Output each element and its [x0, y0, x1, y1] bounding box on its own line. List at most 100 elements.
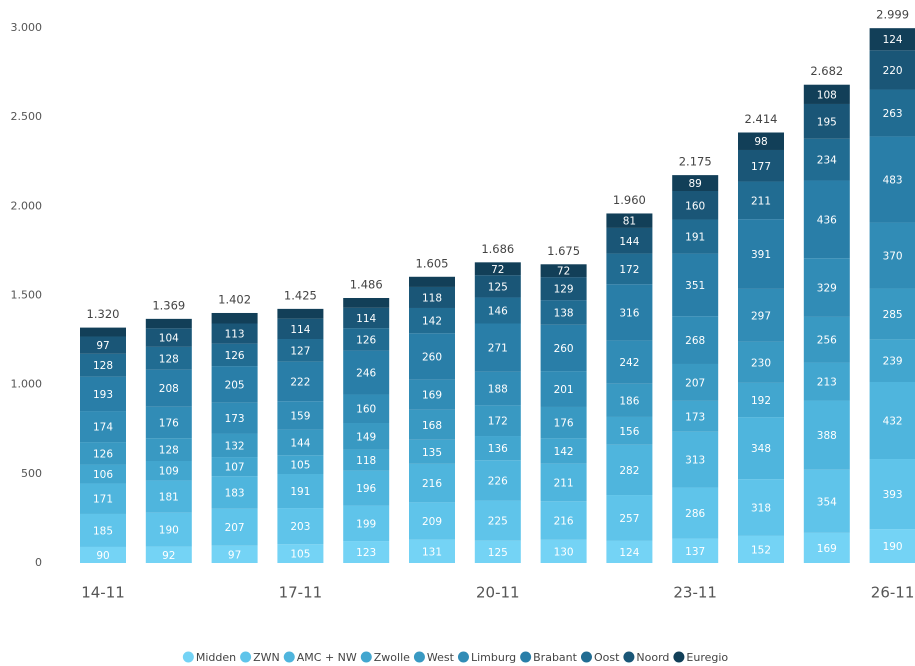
bar-segment: [606, 213, 653, 228]
bar-segment: [738, 341, 784, 383]
legend-swatch: [240, 651, 252, 663]
segment-label: 256: [817, 335, 837, 347]
bar-segment: [803, 316, 850, 363]
segment-label: 222: [290, 376, 310, 388]
bar-segment: [277, 474, 324, 509]
segment-label: 432: [883, 416, 903, 428]
bar-segment: [409, 276, 455, 287]
bar-segment: [211, 366, 258, 403]
bar-segment: [80, 546, 126, 563]
total-label: 1.425: [284, 288, 317, 302]
segment-label: 203: [290, 521, 310, 533]
segment-label: 208: [159, 383, 179, 395]
bar-segment: [409, 463, 455, 503]
segment-label: 177: [751, 161, 771, 173]
segment-label: 348: [751, 443, 771, 455]
bar-segment: [540, 539, 587, 563]
segment-label: 186: [619, 395, 639, 407]
segment-label: 137: [685, 546, 705, 558]
segment-label: 220: [883, 65, 903, 77]
bar-segment: [803, 362, 850, 401]
segment-label: 195: [817, 116, 837, 128]
bar-segment: [145, 346, 192, 370]
segment-label: 173: [685, 411, 705, 423]
bar-segment: [672, 175, 719, 191]
segment-label: 90: [96, 550, 109, 562]
legend-swatch: [283, 651, 295, 663]
total-label: 2.414: [745, 112, 778, 126]
segment-label: 113: [225, 329, 245, 341]
bar-segment: [606, 416, 653, 445]
segment-label: 176: [554, 418, 574, 430]
segment-label: 282: [619, 465, 639, 477]
bar-segment: [145, 546, 192, 563]
segment-label: 354: [817, 496, 837, 508]
segment-label: 125: [488, 547, 508, 559]
bar-segment: [869, 339, 915, 382]
bar-segment: [540, 277, 587, 301]
total-label: 1.686: [481, 242, 514, 256]
segment-label: 257: [619, 513, 639, 525]
bar-segment: [277, 429, 324, 456]
total-label: 1.320: [87, 307, 120, 321]
legend-label: Limburg: [471, 651, 516, 664]
segment-label: 107: [225, 462, 245, 474]
bar-segment: [540, 406, 587, 439]
bar-segment: [409, 539, 455, 563]
bar-segment: [343, 505, 390, 542]
bar-segment: [277, 508, 324, 545]
segment-label: 129: [554, 284, 574, 296]
bar-segment: [803, 469, 850, 533]
bar-segment: [211, 402, 258, 434]
segment-label: 127: [290, 345, 310, 357]
segment-label: 260: [422, 351, 442, 363]
bar-segment: [606, 227, 653, 254]
bar-segment: [145, 369, 192, 407]
segment-label: 108: [817, 89, 837, 101]
segment-label: 329: [817, 283, 837, 295]
segment-label: 169: [817, 543, 837, 555]
segment-label: 176: [159, 417, 179, 429]
segment-label: 191: [685, 232, 705, 244]
bar-segment: [80, 376, 126, 412]
bar-segment: [803, 84, 850, 104]
bar-segment: [145, 480, 192, 513]
segment-label: 136: [488, 443, 508, 455]
total-label: 2.682: [810, 64, 843, 78]
segment-label: 128: [159, 353, 179, 365]
bar-segment: [409, 439, 455, 464]
bar-segment: [409, 333, 455, 380]
bar-segment: [606, 340, 653, 384]
segment-label: 72: [557, 266, 570, 278]
bar-segment: [474, 460, 521, 501]
segment-label: 118: [422, 292, 442, 304]
bar-segment: [211, 545, 258, 563]
segment-label: 190: [159, 525, 179, 537]
segment-label: 230: [751, 357, 771, 369]
bar-segment: [145, 328, 192, 347]
segment-label: 209: [422, 516, 442, 528]
bar-segment: [80, 327, 126, 337]
legend-swatch: [623, 651, 635, 663]
segment-label: 216: [422, 478, 442, 490]
segment-label: 216: [554, 516, 574, 528]
bar-segment: [869, 288, 915, 340]
bar-segment: [474, 371, 521, 406]
legend: Midden ZWN AMC + NW Zwolle West Limburg Braban…: [182, 651, 728, 664]
segment-label: 260: [554, 343, 574, 355]
segment-label: 316: [619, 307, 639, 319]
legend-swatch: [673, 651, 685, 663]
segment-label: 213: [817, 377, 837, 389]
segment-label: 286: [685, 508, 705, 520]
segment-label: 207: [225, 522, 245, 534]
legend-swatch: [182, 651, 194, 663]
segment-label: 106: [93, 469, 113, 481]
bar-segment: [540, 463, 587, 502]
bar-segment: [672, 219, 719, 254]
bar-segment: [474, 262, 521, 276]
bar-segment: [474, 500, 521, 541]
x-tick-label: 14-11: [81, 584, 125, 602]
bar-segment: [409, 502, 455, 540]
bar-segment: [80, 464, 126, 484]
